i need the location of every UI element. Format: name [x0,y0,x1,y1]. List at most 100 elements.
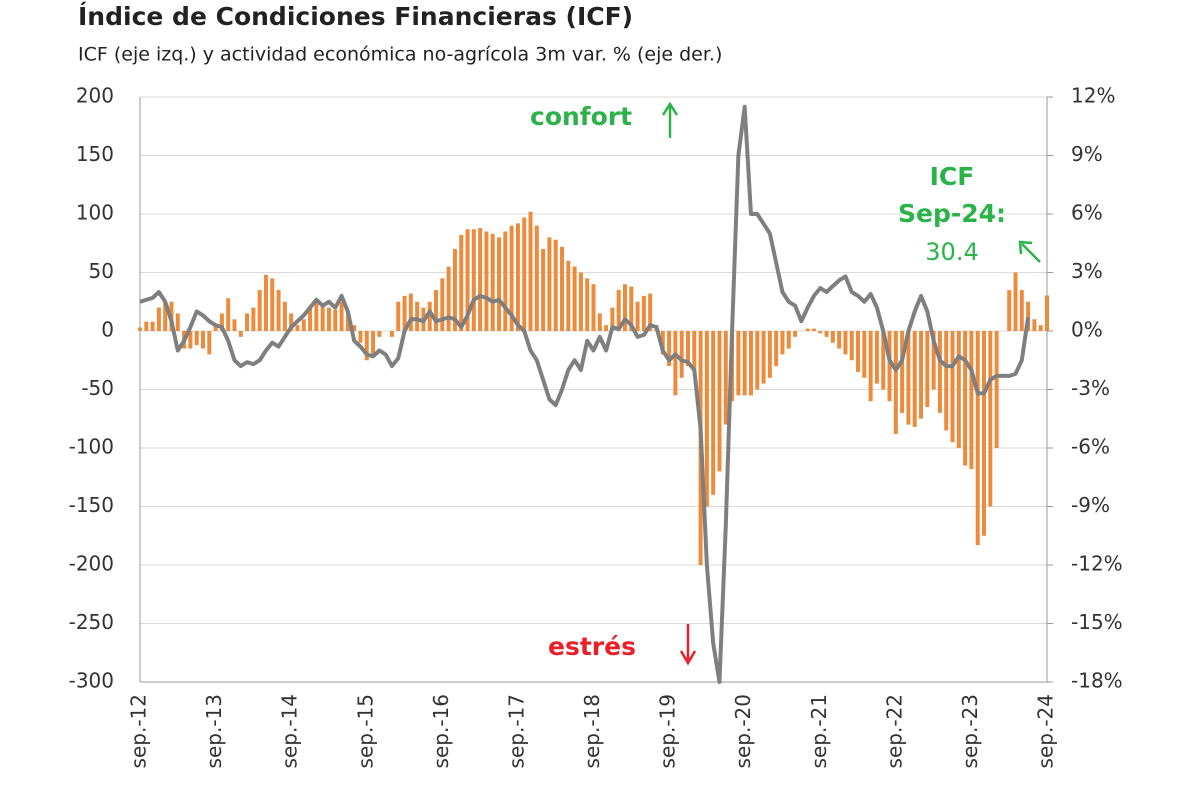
bar [660,331,665,355]
bar [874,331,879,384]
x-tick-label: sep.-16 [429,694,453,768]
y-tick-label: -50 [81,376,114,400]
bar [969,331,974,470]
bar [881,331,886,390]
bar [553,239,558,331]
y-tick-label: -100 [69,435,114,459]
bar [402,295,407,331]
y-tick-label: -250 [69,610,114,634]
bar [591,284,596,331]
bar [862,331,867,378]
bar [761,331,766,384]
bar [982,331,987,536]
bar [389,331,394,337]
bar [377,331,382,337]
bar [339,301,344,331]
bar [289,313,294,331]
bar [856,331,861,372]
bar [326,307,331,331]
bar [534,225,539,331]
bar [251,307,256,331]
bar [434,290,439,331]
y2-tick-label: -18% [1071,669,1123,693]
bar [824,331,829,337]
annotation-date: Sep-24: [898,199,1006,228]
bar [490,233,495,331]
bar [1045,295,1049,331]
plot: -300 -250 -200 -150 -100 -50 0 50 100 150 200 -18% -… [69,84,1123,769]
bar [1032,319,1037,331]
bar [1038,325,1043,331]
y2-tick-label: 12% [1071,84,1115,108]
bar [478,228,483,331]
y2-tick-label: -12% [1071,552,1123,576]
bar [163,301,168,331]
y2-tick-label: 9% [1071,142,1103,166]
y2-tick-label: -6% [1071,435,1110,459]
x-tick-label: sep.-19 [656,694,680,768]
bar [767,331,772,378]
bar [755,331,760,390]
y-tick-label: 100 [76,201,114,225]
x-tick-label: sep.-20 [731,694,755,768]
bar [484,231,489,331]
bar [465,229,470,331]
bar [1013,272,1018,331]
y2-tick-label: 6% [1071,201,1103,225]
bar [704,331,709,507]
bar [270,278,275,331]
bar [610,307,615,331]
bar [736,331,741,396]
bar [257,290,262,331]
bar [232,319,237,331]
bar [427,301,432,331]
bar [226,298,231,331]
bar [975,331,980,546]
bar [408,293,413,331]
y2-tick-label: 3% [1071,259,1103,283]
bar [748,331,753,396]
bar [175,313,180,331]
x-tick-label: sep.-14 [278,694,302,768]
x-tick-label: sep.-15 [353,694,377,768]
bar [471,229,476,331]
bar [541,249,546,331]
x-tick-label: sep.-21 [807,694,831,768]
bar [528,211,533,331]
bar [188,331,193,349]
bar [604,325,609,331]
bar [843,331,848,355]
bar [301,319,306,331]
bar [937,331,942,413]
annotation-icf: ICF [930,162,975,191]
y-tick-label: -200 [69,552,114,576]
bar [308,307,313,331]
arrow-down [679,624,697,666]
bar [207,331,212,355]
bar [452,249,457,331]
bar [156,307,161,331]
bar [780,331,785,355]
bar [578,272,583,331]
bar [648,293,653,331]
bar [793,331,798,337]
bar [685,331,690,367]
bar [314,301,319,331]
bar [333,309,338,331]
bar [263,274,268,331]
bar [837,331,842,349]
bar [515,223,520,331]
bar [692,331,697,372]
bar [245,313,250,331]
bar [717,331,722,472]
y-tick-label: -300 [69,669,114,693]
bar [818,331,823,334]
bar [560,246,565,331]
bar [887,331,892,402]
y-tick-label: 150 [76,142,114,166]
y2-tick-label: -9% [1071,493,1110,517]
bar [138,327,142,331]
bar [566,260,571,331]
bar [956,331,961,448]
